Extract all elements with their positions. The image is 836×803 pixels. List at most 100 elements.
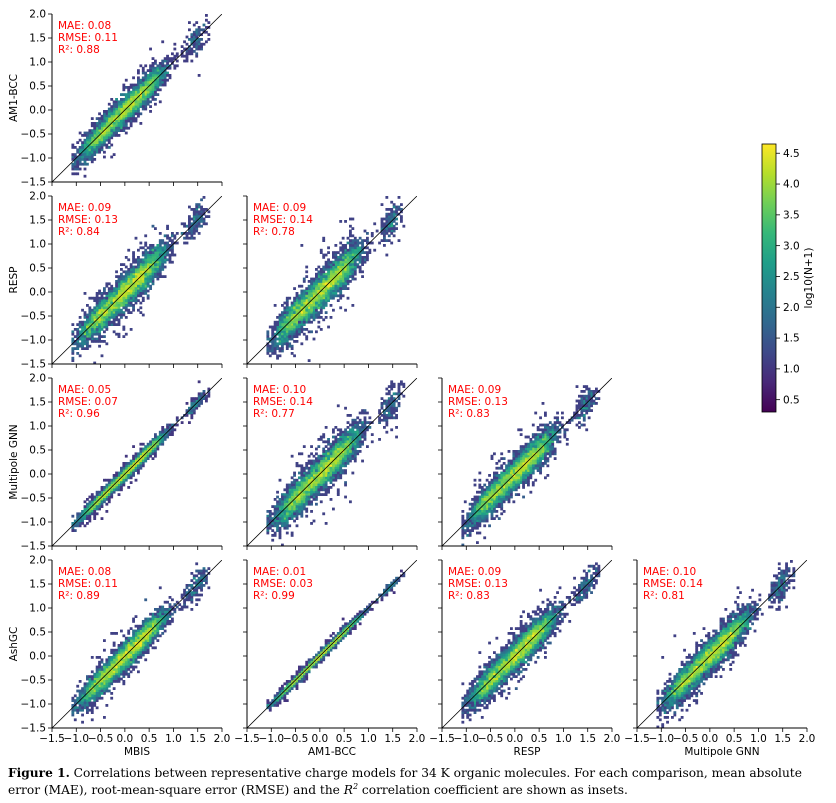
density-cell xyxy=(339,466,343,470)
density-cell xyxy=(332,430,335,434)
density-cell xyxy=(346,241,350,245)
density-cell xyxy=(158,251,162,254)
density-cell xyxy=(151,277,155,281)
density-cell xyxy=(293,490,296,494)
density-cell xyxy=(502,498,506,501)
density-cell xyxy=(385,392,389,396)
density-cell xyxy=(358,430,362,434)
y-axis-label: Multipole GNN xyxy=(8,424,20,499)
density-cell xyxy=(103,136,106,140)
density-cell xyxy=(273,347,277,350)
density-cell xyxy=(81,701,84,705)
density-cell xyxy=(115,119,118,123)
density-cell xyxy=(100,318,104,322)
density-cell xyxy=(78,704,82,707)
density-cell xyxy=(200,208,203,211)
density-cell xyxy=(293,323,296,326)
density-cell xyxy=(86,696,89,700)
density-cell xyxy=(529,474,533,477)
density-cell xyxy=(298,505,301,508)
density-cell xyxy=(268,347,272,350)
density-cell xyxy=(324,260,328,264)
density-cell xyxy=(137,83,140,87)
density-cell xyxy=(558,440,562,444)
density-cell xyxy=(100,316,104,319)
density-cell xyxy=(98,668,101,671)
density-cell xyxy=(151,90,155,94)
density-cell xyxy=(137,110,140,113)
density-cell xyxy=(305,311,309,314)
density-cell xyxy=(310,500,313,504)
density-cell xyxy=(171,260,174,264)
density-cell xyxy=(353,423,357,427)
density-cell xyxy=(290,344,294,348)
density-cell xyxy=(146,294,150,298)
density-cell xyxy=(134,466,138,470)
density-cell xyxy=(563,435,567,439)
density-cell xyxy=(149,93,152,96)
density-cell xyxy=(539,445,542,448)
y-tick-label: 1.0 xyxy=(29,57,46,69)
density-cell xyxy=(86,684,89,688)
density-cell xyxy=(595,387,598,391)
density-cell xyxy=(319,500,323,504)
density-cell xyxy=(134,258,138,262)
density-cell xyxy=(356,263,360,266)
density-cell xyxy=(332,253,335,257)
density-cell xyxy=(315,488,318,492)
density-cell xyxy=(302,505,306,508)
density-cell xyxy=(402,382,406,386)
density-cell xyxy=(98,311,101,314)
density-cell xyxy=(129,299,133,302)
density-cell xyxy=(137,646,140,650)
density-cell xyxy=(471,502,474,506)
density-cell xyxy=(154,69,157,72)
density-cell xyxy=(122,102,126,106)
density-cell xyxy=(293,313,296,317)
density-cell xyxy=(341,457,345,460)
density-cell xyxy=(488,502,491,506)
density-cell xyxy=(122,100,126,104)
density-cell xyxy=(107,292,111,295)
density-cell xyxy=(349,224,352,228)
density-cell xyxy=(295,296,299,300)
density-cell xyxy=(358,435,362,439)
density-cell xyxy=(141,292,145,295)
density-cell xyxy=(112,318,116,322)
density-cell xyxy=(300,323,304,326)
density-cell xyxy=(93,318,97,322)
density-cell xyxy=(322,270,326,274)
density-cell xyxy=(541,447,545,451)
density-cell xyxy=(112,105,116,108)
density-cell xyxy=(129,481,133,484)
density-cell xyxy=(522,469,525,472)
density-cell xyxy=(341,244,345,247)
density-cell xyxy=(339,282,343,286)
density-cell xyxy=(385,402,389,405)
density-cell xyxy=(88,505,92,508)
density-cell xyxy=(124,651,128,654)
density-cell xyxy=(158,263,162,266)
density-cell xyxy=(483,512,487,516)
density-cell xyxy=(300,299,304,302)
density-cell xyxy=(585,428,589,432)
density-cell xyxy=(278,526,282,530)
density-cell xyxy=(175,418,179,422)
density-cell xyxy=(129,663,133,666)
density-cell xyxy=(144,76,148,80)
density-cell xyxy=(88,500,92,504)
density-cell xyxy=(88,517,92,520)
density-cell xyxy=(488,493,491,496)
density-cell xyxy=(298,481,301,484)
density-cell xyxy=(505,469,508,472)
density-cell xyxy=(387,229,391,233)
density-cell xyxy=(105,313,109,317)
density-cell xyxy=(141,442,145,446)
density-cell xyxy=(305,493,309,496)
density-cell xyxy=(341,270,345,274)
density-cell xyxy=(112,670,116,674)
density-cell xyxy=(471,507,474,511)
density-cell xyxy=(317,445,321,448)
density-cell xyxy=(132,469,135,472)
density-cell xyxy=(300,306,304,310)
